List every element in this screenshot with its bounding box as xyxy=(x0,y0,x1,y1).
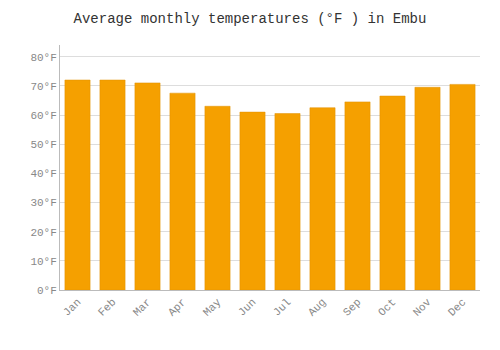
svg-text:Average monthly temperatures (: Average monthly temperatures (°F ) in Em… xyxy=(74,11,427,27)
svg-text:10°F: 10°F xyxy=(30,256,56,268)
svg-text:Jul: Jul xyxy=(271,296,293,318)
svg-text:Nov: Nov xyxy=(411,296,434,319)
svg-text:0°F: 0°F xyxy=(37,285,57,297)
svg-text:Aug: Aug xyxy=(306,296,328,318)
svg-text:Feb: Feb xyxy=(96,296,118,318)
svg-text:Jun: Jun xyxy=(236,296,258,318)
svg-text:May: May xyxy=(201,296,224,319)
svg-text:Jan: Jan xyxy=(61,296,83,318)
svg-text:Mar: Mar xyxy=(131,296,153,318)
svg-text:20°F: 20°F xyxy=(30,227,56,239)
svg-text:50°F: 50°F xyxy=(30,139,56,151)
svg-text:80°F: 80°F xyxy=(30,52,56,64)
svg-text:30°F: 30°F xyxy=(30,197,56,209)
svg-text:Oct: Oct xyxy=(376,296,398,318)
svg-text:Apr: Apr xyxy=(166,296,188,318)
svg-text:40°F: 40°F xyxy=(30,168,56,180)
svg-text:60°F: 60°F xyxy=(30,110,56,122)
svg-text:Sep: Sep xyxy=(341,296,363,318)
svg-text:70°F: 70°F xyxy=(30,81,56,93)
svg-text:Dec: Dec xyxy=(446,296,468,318)
